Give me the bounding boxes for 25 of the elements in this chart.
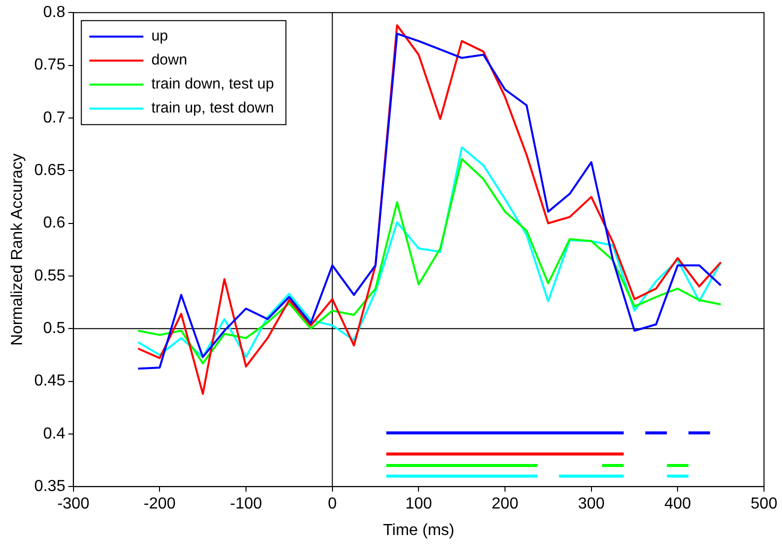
y-tick-label: 0.4 — [43, 425, 66, 442]
x-tick-label: -100 — [230, 496, 262, 513]
y-axis-title: Normalized Rank Accuracy — [9, 154, 26, 346]
x-axis-title: Time (ms) — [382, 522, 454, 539]
y-tick-label: 0.8 — [43, 4, 66, 22]
y-tick-label: 0.7 — [43, 109, 66, 126]
y-tick-label: 0.5 — [43, 320, 66, 338]
y-tick-label: 0.6 — [43, 214, 66, 232]
x-tick-label: 500 — [750, 496, 778, 513]
y-tick-label: 0.65 — [34, 162, 66, 180]
legend-label: down — [151, 52, 188, 69]
legend-label: up — [151, 28, 168, 45]
legend-label: train down, test up — [151, 76, 274, 93]
y-tick-label: 0.75 — [34, 56, 66, 74]
legend-label: train up, test down — [151, 100, 274, 117]
x-tick-label: 0 — [328, 496, 337, 513]
y-tick-label: 0.45 — [34, 372, 66, 390]
x-tick-label: 200 — [492, 496, 518, 513]
y-tick-label: 0.55 — [34, 267, 66, 284]
x-tick-label: -300 — [57, 496, 90, 513]
x-tick-label: 400 — [664, 496, 692, 513]
y-tick-label: 0.35 — [34, 478, 66, 496]
x-tick-label: 300 — [578, 496, 605, 513]
x-tick-label: -200 — [144, 496, 176, 513]
x-tick-label: 100 — [405, 496, 432, 513]
